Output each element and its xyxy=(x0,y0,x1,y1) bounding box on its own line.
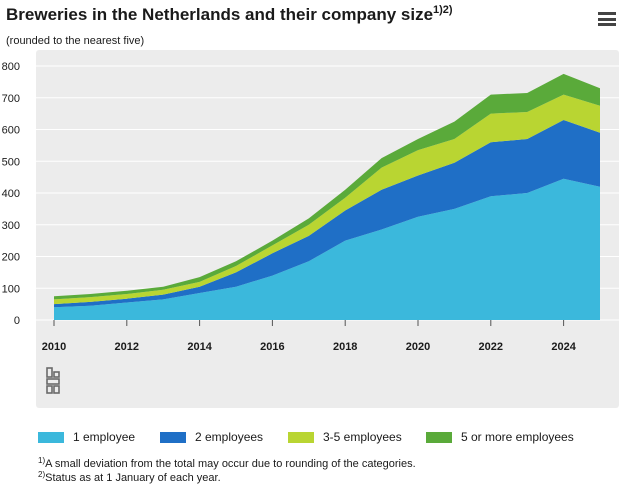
legend-swatch-5-or-more-employees xyxy=(426,431,452,443)
menu-line xyxy=(598,23,616,26)
chart-title-text: Breweries in the Netherlands and their c… xyxy=(6,5,434,24)
legend-item-1-employee[interactable]: 1 employee xyxy=(38,430,160,444)
area-series-2-employees xyxy=(54,120,600,308)
x-tick-label: 2018 xyxy=(333,341,357,353)
legend-item-5-or-more-employees[interactable]: 5 or more employees xyxy=(426,430,586,444)
area-series-1-employee xyxy=(54,178,600,320)
area-series-3-5-employees xyxy=(54,94,600,305)
x-tick-label: 2024 xyxy=(551,341,576,353)
legend-swatch-1-employee xyxy=(38,431,64,443)
footnote-2-mark: 2) xyxy=(38,470,46,479)
logo-segment xyxy=(53,385,60,394)
legend-label-2-employees: 2 employees xyxy=(195,430,264,444)
footnote-2: 2)Status as at 1 January of each year. xyxy=(38,470,221,484)
legend-label-5-or-more-employees: 5 or more employees xyxy=(461,430,574,444)
y-tick-label: 200 xyxy=(2,252,20,264)
x-tick-label: 2014 xyxy=(187,341,212,353)
logo-segment xyxy=(46,367,53,378)
footnote-1: 1)A small deviation from the total may o… xyxy=(38,456,416,470)
legend-swatch-2-employees xyxy=(160,431,186,443)
y-tick-label: 700 xyxy=(2,93,20,105)
x-tick-label: 2020 xyxy=(406,341,430,353)
y-tick-label: 300 xyxy=(2,220,20,232)
footnote-2-text: Status as at 1 January of each year. xyxy=(45,472,221,484)
y-tick-label: 500 xyxy=(2,156,20,168)
logo-segment xyxy=(46,378,60,385)
cbs-logo-icon: cbs xyxy=(46,367,60,409)
area-series-5-or-more-employees xyxy=(54,73,600,300)
y-tick-label: 100 xyxy=(2,283,20,295)
logo-text: cbs xyxy=(53,407,55,409)
y-tick-label: 400 xyxy=(2,188,20,200)
chart-subtitle: (rounded to the nearest five) xyxy=(6,35,145,47)
legend: 1 employee 2 employees 3-5 employees 5 o… xyxy=(38,430,586,444)
menu-line xyxy=(598,12,616,15)
stacked-area-chart: 0 100 200 300 400 500 600 700 800 2010 2012 2014 201… xyxy=(2,50,619,409)
hamburger-menu-icon[interactable] xyxy=(598,12,616,28)
legend-item-3-5-employees[interactable]: 3-5 employees xyxy=(288,430,426,444)
legend-item-2-employees[interactable]: 2 employees xyxy=(160,430,288,444)
chart-title: Breweries in the Netherlands and their c… xyxy=(6,4,453,25)
y-tick-label: 800 xyxy=(2,61,20,73)
legend-swatch-3-5-employees xyxy=(288,431,314,443)
x-tick-label: 2016 xyxy=(260,341,284,353)
logo-segment xyxy=(46,385,53,394)
logo-segment xyxy=(53,371,60,378)
menu-line xyxy=(598,17,616,21)
y-tick-label: 0 xyxy=(14,315,20,327)
footnote-1-mark: 1) xyxy=(38,456,46,465)
y-tick-label: 600 xyxy=(2,125,20,137)
legend-label-3-5-employees: 3-5 employees xyxy=(323,430,402,444)
x-tick-label: 2022 xyxy=(479,341,503,353)
x-tick-label: 2012 xyxy=(115,341,139,353)
chart-area: 0 100 200 300 400 500 600 700 800 2010 2012 2014 201… xyxy=(0,50,630,410)
x-tick-label: 2010 xyxy=(42,341,66,353)
legend-label-1-employee: 1 employee xyxy=(73,430,136,444)
chart-title-footnote-marks: 1)2) xyxy=(433,4,453,16)
footnote-1-text: A small deviation from the total may occ… xyxy=(45,458,416,470)
